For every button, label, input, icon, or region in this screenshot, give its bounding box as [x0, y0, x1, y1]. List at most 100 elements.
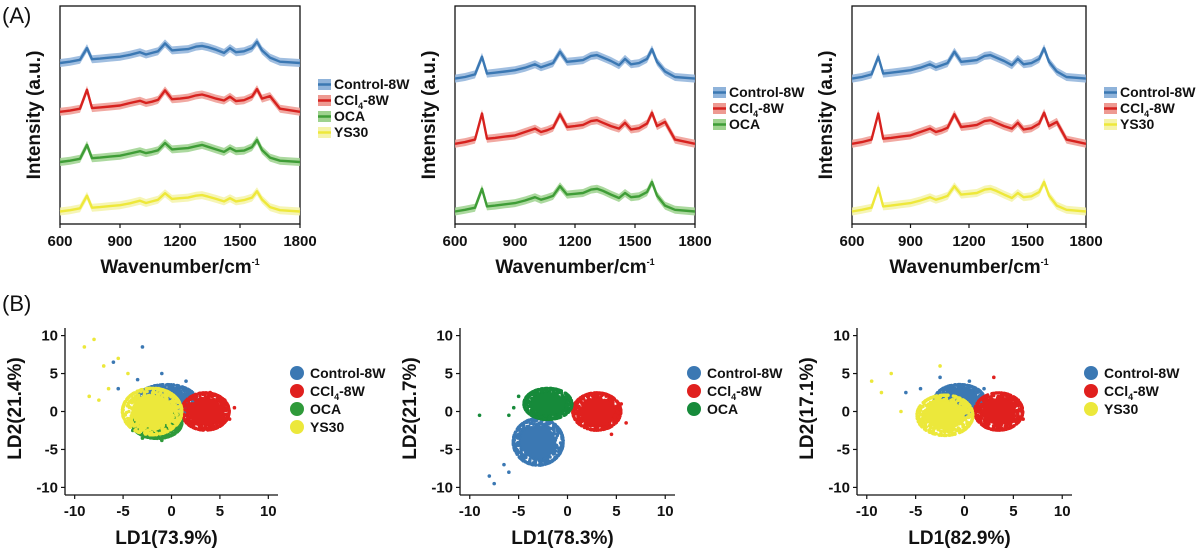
legend-label: Control-8W: [334, 76, 410, 92]
spectrum-line: [454, 111, 696, 145]
legend-label: YS30: [1120, 116, 1154, 132]
scatter-point: [152, 436, 156, 440]
scatter-point: [559, 431, 564, 436]
scatter-outlier: [184, 379, 188, 383]
scatter-point: [225, 402, 229, 406]
scatter-outlier: [135, 377, 140, 382]
scatter-point: [560, 447, 564, 451]
scatter-point: [183, 419, 187, 423]
scatter-point: [539, 463, 543, 467]
scatter-point: [170, 426, 174, 431]
scatter-point: [529, 418, 533, 422]
scatter-point: [616, 415, 621, 419]
scatter-point: [207, 426, 211, 430]
scatter-point: [169, 433, 173, 437]
scatter-point: [513, 447, 517, 452]
scatter-point: [179, 404, 183, 408]
scatter-outlier: [160, 371, 164, 376]
x-tick-label: 900: [502, 233, 527, 250]
scatter-point: [148, 433, 152, 437]
scatter-outlier: [106, 386, 111, 391]
scatter-point: [173, 431, 177, 436]
scatter-point: [586, 392, 590, 396]
spectrum-band: [455, 178, 695, 216]
scatter-point: [136, 430, 141, 434]
scatter-point: [132, 391, 137, 395]
scatter-point: [169, 392, 173, 396]
scatter-point: [143, 432, 148, 436]
scatter-point: [154, 384, 158, 388]
scatter-point: [136, 394, 140, 398]
x-tick-label: 1800: [678, 233, 711, 250]
scatter-point: [516, 426, 520, 430]
scatter-point: [142, 392, 146, 397]
x-tick-label: 1500: [618, 233, 651, 250]
scatter-point: [170, 384, 174, 388]
scatter-point: [225, 407, 229, 411]
chart-a1: 600 900 1200 1500 1800Wavenumber/cm-1Intensi…: [24, 5, 410, 278]
scatter-point: [175, 429, 180, 434]
spectrum-line: [59, 138, 301, 164]
scatter-point: [187, 423, 192, 427]
scatter-point: [561, 443, 565, 448]
scatter-series: [571, 391, 628, 437]
legend-label: CCl4-8W: [310, 383, 366, 402]
scatter-point: [609, 394, 613, 399]
scatter-point: [524, 455, 528, 460]
scatter-core: [579, 398, 614, 425]
scatter-point: [595, 428, 599, 432]
scatter-point: [575, 420, 579, 424]
scatter-point: [218, 399, 222, 403]
scatter-point: [184, 399, 188, 403]
scatter-point: [180, 410, 184, 415]
legend-label: Control-8W: [729, 84, 805, 100]
scatter-outlier: [546, 459, 550, 463]
y-tick-label: -5: [45, 441, 58, 458]
scatter-point: [158, 390, 163, 395]
scatter-point: [579, 398, 583, 402]
scatter-point: [163, 394, 168, 398]
scatter-point: [224, 412, 228, 417]
scatter-point: [123, 419, 128, 424]
y-axis-title: Intensity (a.u.): [419, 51, 440, 180]
x-tick-label: 600: [442, 233, 467, 250]
scatter-series: [82, 337, 184, 437]
scatter-point: [150, 390, 155, 395]
scatter-outlier: [87, 394, 92, 399]
scatter-point: [219, 423, 224, 427]
scatter-point: [511, 440, 515, 444]
scatter-point: [126, 396, 130, 400]
x-tick-label: 1200: [952, 233, 985, 250]
scatter-point: [183, 414, 187, 418]
spectrum-band: [455, 108, 695, 148]
scatter-outlier: [502, 462, 506, 467]
scatter-point: [133, 394, 138, 398]
x-axis-title: Wavenumber/cm-1: [495, 257, 654, 278]
scatter-point: [166, 435, 170, 439]
scatter-point: [220, 416, 225, 420]
scatter-point: [148, 436, 152, 440]
scatter-series: [180, 390, 237, 432]
scatter-point: [120, 409, 125, 414]
x-tick-label: -10: [64, 503, 86, 520]
scatter-series: [487, 417, 565, 486]
scatter-point: [197, 391, 201, 396]
scatter-point: [176, 400, 180, 405]
scatter-point: [520, 452, 524, 456]
scatter-point: [136, 425, 141, 429]
scatter-point: [542, 422, 547, 426]
scatter-point: [186, 415, 190, 420]
spectrum-band: [60, 135, 300, 166]
scatter-point: [129, 421, 133, 425]
scatter-point: [185, 387, 190, 391]
spectrum-line: [59, 40, 301, 65]
scatter-outlier: [619, 402, 624, 406]
legend-label: OCA: [334, 108, 365, 124]
plot-frame: [59, 5, 301, 225]
x-tick-label: 1500: [1011, 233, 1044, 250]
legend-label: YS30: [334, 124, 368, 140]
spectrum-line: [454, 48, 696, 80]
scatter-outlier: [116, 356, 121, 361]
scatter-outlier: [507, 470, 511, 475]
